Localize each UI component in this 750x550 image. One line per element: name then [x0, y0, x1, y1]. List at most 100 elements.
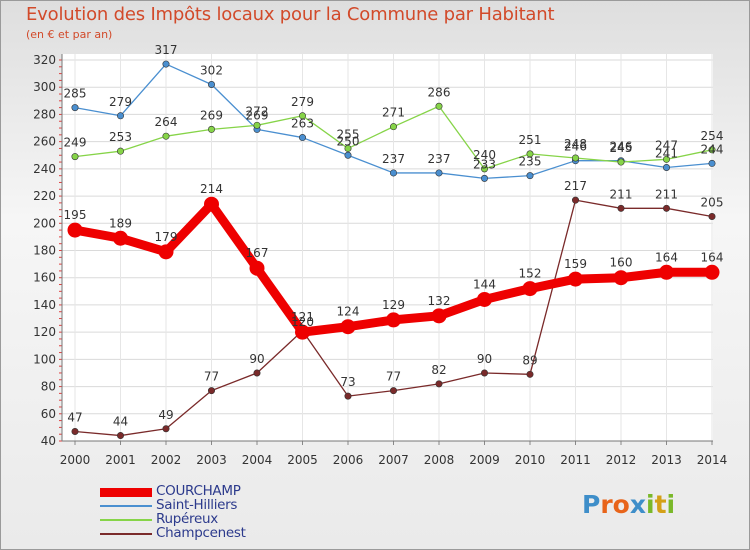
data-point-champcenest	[526, 370, 534, 378]
x-tick-label: 2008	[424, 453, 455, 467]
data-point-rup-reux	[526, 150, 534, 158]
data-point-champcenest	[435, 380, 443, 388]
data-point-saint-hilliers	[71, 104, 79, 112]
data-point-courchamp	[704, 264, 720, 280]
data-label-courchamp: 132	[428, 294, 451, 308]
x-tick-label: 2013	[651, 453, 682, 467]
data-label-rup-reux: 247	[655, 138, 678, 152]
data-point-rup-reux	[344, 144, 352, 152]
data-point-courchamp	[522, 281, 538, 297]
data-label-courchamp: 159	[564, 257, 587, 271]
data-label-rup-reux: 245	[610, 141, 633, 155]
data-point-champcenest	[389, 387, 397, 395]
logo-letter: x	[629, 490, 646, 519]
data-point-champcenest	[662, 204, 670, 212]
data-label-champcenest: 217	[564, 179, 587, 193]
x-tick-label: 2002	[151, 453, 182, 467]
data-point-champcenest	[162, 425, 170, 433]
data-label-champcenest: 89	[522, 353, 537, 367]
data-point-courchamp	[249, 260, 265, 276]
data-point-courchamp	[659, 264, 674, 280]
data-label-champcenest: 77	[386, 370, 401, 384]
data-label-rup-reux: 286	[428, 85, 451, 99]
chart-subtitle: (en € et par an)	[26, 28, 113, 41]
data-label-champcenest: 77	[204, 370, 219, 384]
y-tick-label: 120	[33, 325, 56, 339]
data-label-saint-hilliers: 279	[109, 95, 132, 109]
x-tick-label: 2005	[287, 453, 318, 467]
data-point-courchamp	[204, 196, 219, 212]
data-point-rup-reux	[571, 154, 579, 162]
data-point-saint-hilliers	[662, 163, 670, 171]
data-label-courchamp: 120	[291, 315, 314, 329]
data-label-courchamp: 160	[610, 256, 633, 270]
data-point-rup-reux	[298, 112, 306, 120]
data-point-rup-reux	[389, 123, 397, 131]
x-tick-label: 2007	[378, 453, 409, 467]
data-label-rup-reux: 271	[382, 106, 405, 120]
y-tick-label: 60	[41, 407, 56, 421]
data-label-champcenest: 205	[701, 195, 724, 209]
data-point-courchamp	[340, 319, 356, 335]
data-label-rup-reux: 255	[337, 127, 360, 141]
x-tick-label: 2010	[515, 453, 546, 467]
x-tick-label: 2003	[196, 453, 227, 467]
legend-swatch-saint-hilliers	[100, 505, 152, 507]
data-point-champcenest	[117, 432, 125, 440]
data-point-champcenest	[344, 392, 352, 400]
logo-letter: i	[666, 490, 676, 519]
legend-label-champcenest: Champcenest	[156, 525, 246, 541]
tick-labels: 40 60 80 100 120 140 160 180 200 220 240 260 280 300 3…	[33, 53, 727, 467]
data-label-saint-hilliers: 237	[382, 152, 405, 166]
data-label-rup-reux: 272	[246, 104, 269, 118]
legend-label-courchamp: COURCHAMP	[156, 483, 241, 499]
data-label-saint-hilliers: 250	[337, 134, 360, 148]
data-point-rup-reux	[617, 158, 625, 166]
data-label-rup-reux: 254	[701, 129, 724, 143]
series-group	[67, 60, 720, 440]
y-tick-label: 140	[33, 298, 56, 312]
data-point-rup-reux	[71, 153, 79, 161]
data-label-courchamp: 129	[382, 298, 405, 312]
data-point-champcenest	[571, 196, 579, 204]
data-label-rup-reux: 240	[473, 148, 496, 162]
data-label-rup-reux: 279	[291, 95, 314, 109]
data-label-champcenest: 90	[477, 352, 492, 366]
logo-letter: P	[582, 490, 601, 519]
data-label-courchamp: 167	[246, 246, 269, 260]
x-tick-label: 2009	[469, 453, 500, 467]
data-point-rup-reux	[208, 125, 216, 133]
data-label-courchamp: 164	[655, 250, 678, 264]
data-label-courchamp: 152	[519, 267, 542, 281]
data-label-champcenest: 90	[249, 352, 264, 366]
data-label-courchamp: 124	[337, 305, 360, 319]
y-tick-label: 160	[33, 271, 56, 285]
data-point-courchamp	[568, 271, 583, 287]
x-tick-label: 2001	[105, 453, 136, 467]
data-label-rup-reux: 253	[109, 130, 132, 144]
data-label-champcenest: 121	[291, 310, 314, 324]
data-label-champcenest: 82	[431, 363, 446, 377]
data-label-champcenest: 211	[610, 187, 633, 201]
data-point-saint-hilliers	[708, 159, 716, 167]
y-tick-label: 280	[33, 107, 56, 121]
logo-letter: t	[654, 490, 667, 519]
data-point-rup-reux	[662, 155, 670, 163]
data-point-courchamp	[113, 230, 128, 246]
proxiti-logo: Proxiti	[582, 490, 675, 519]
data-label-rup-reux: 269	[200, 108, 223, 122]
data-point-champcenest	[617, 204, 625, 212]
data-label-saint-hilliers: 237	[428, 152, 451, 166]
data-label-saint-hilliers: 269	[246, 108, 269, 122]
data-label-saint-hilliers: 246	[610, 140, 633, 154]
y-tick-label: 260	[33, 135, 56, 149]
data-point-courchamp	[613, 270, 629, 286]
data-point-courchamp	[386, 312, 401, 328]
data-point-rup-reux	[117, 147, 125, 155]
y-tick-label: 300	[33, 80, 56, 94]
y-tick-label: 320	[33, 53, 56, 67]
x-tick-label: 2011	[560, 453, 591, 467]
data-label-saint-hilliers: 302	[200, 63, 223, 77]
